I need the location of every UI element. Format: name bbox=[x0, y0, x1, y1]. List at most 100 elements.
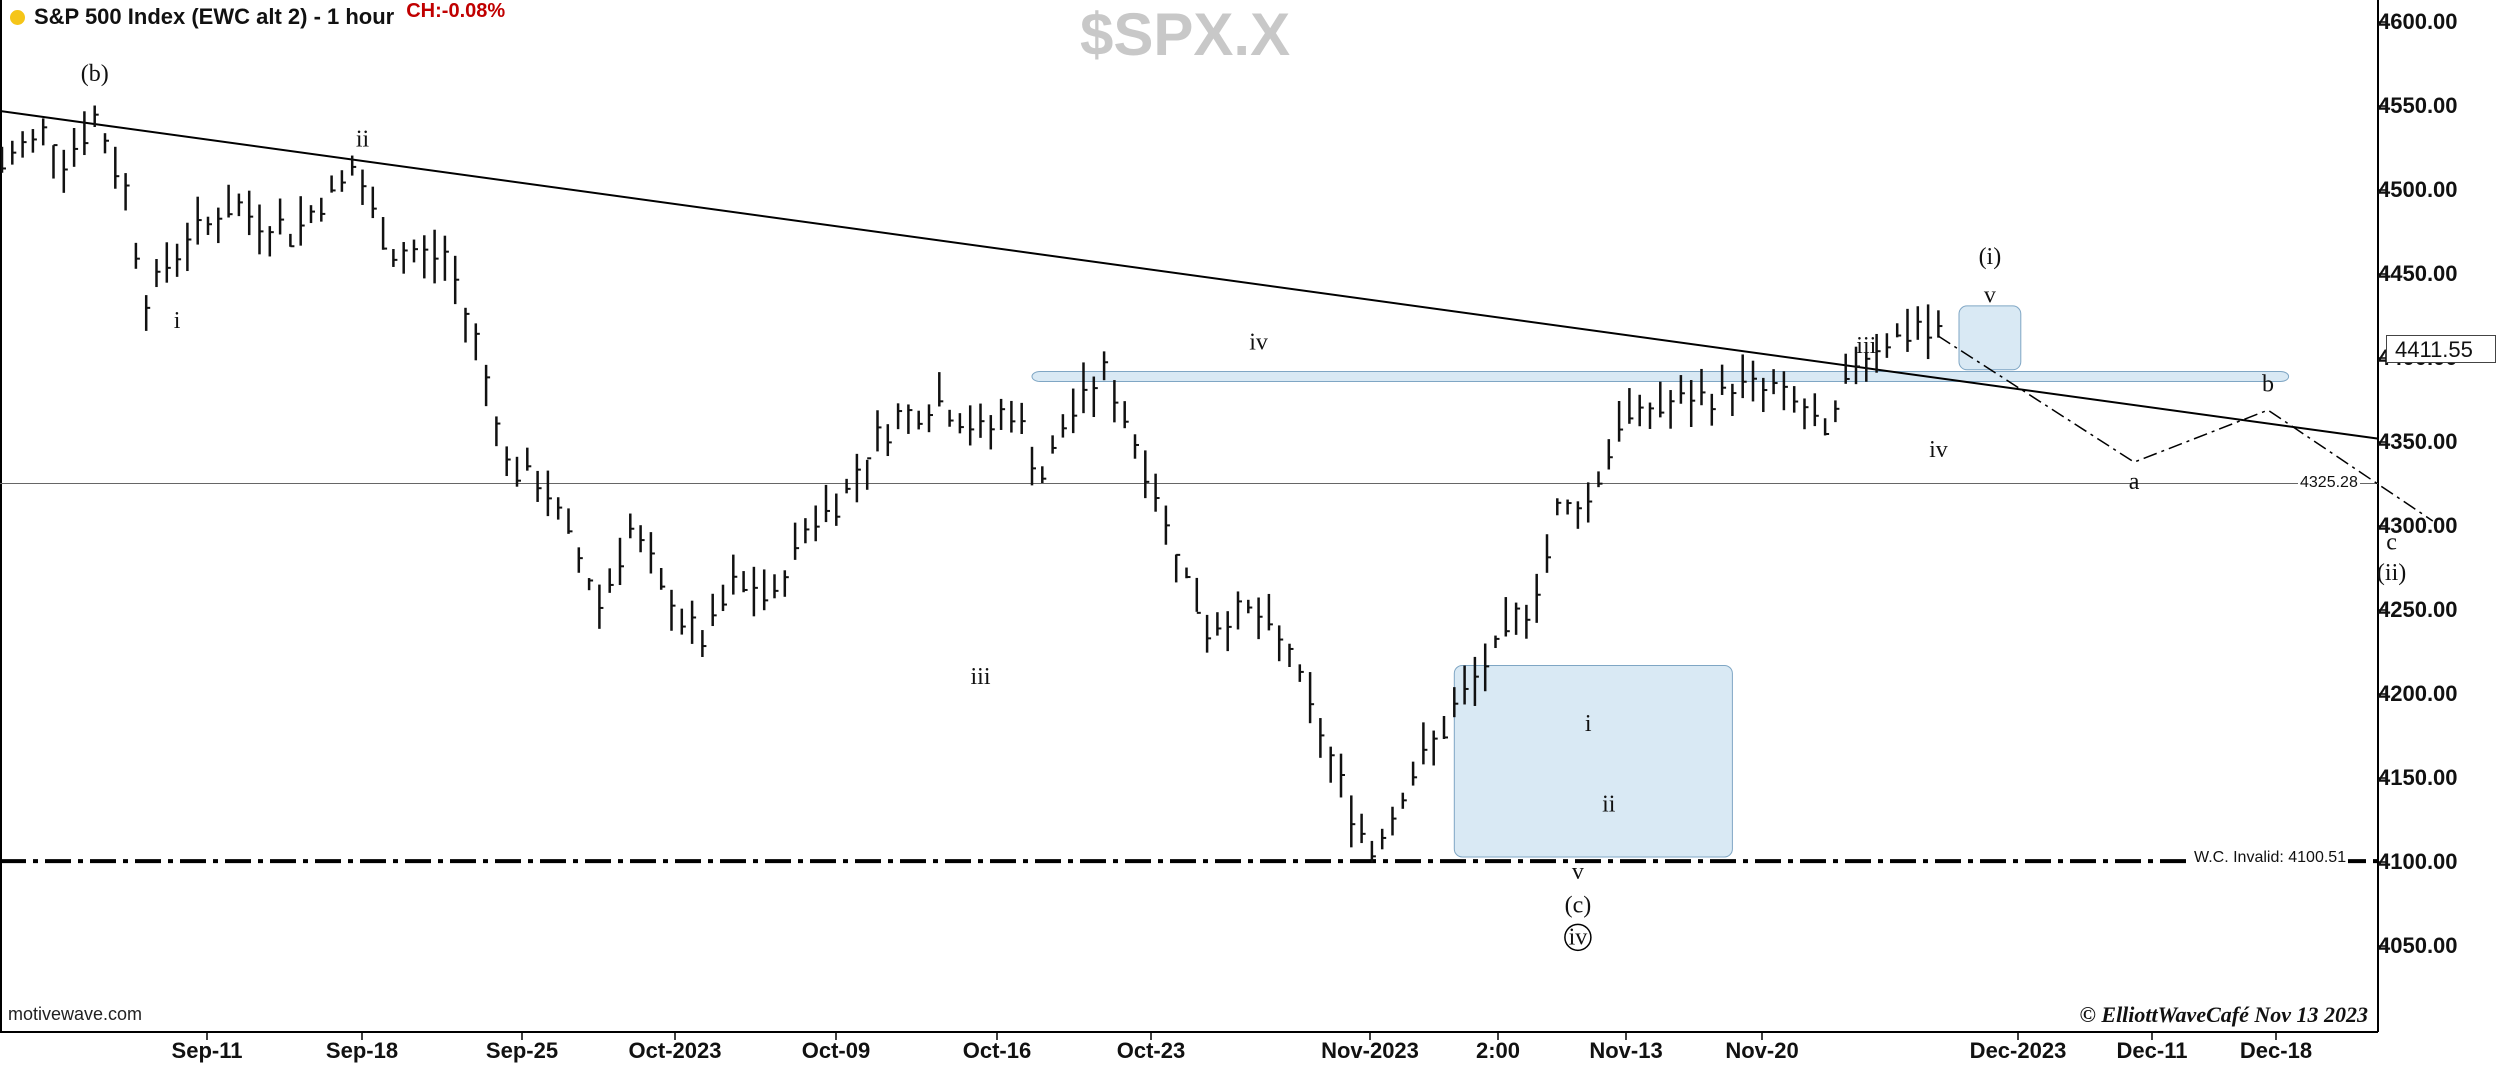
ohlc-bar bbox=[1329, 746, 1335, 783]
ohlc-bar bbox=[103, 133, 109, 154]
ohlc-bar bbox=[1556, 498, 1562, 516]
ohlc-bar bbox=[639, 525, 645, 553]
ohlc-bar bbox=[948, 409, 954, 427]
ohlc-bar bbox=[1442, 716, 1448, 740]
wave-label: iv bbox=[1569, 924, 1588, 950]
ohlc-bar bbox=[1185, 567, 1191, 579]
ohlc-bar bbox=[1267, 593, 1273, 631]
ohlc-bar bbox=[1319, 718, 1325, 758]
ohlc-bar bbox=[701, 630, 707, 658]
ohlc-bar bbox=[618, 537, 624, 586]
wave-label: (b) bbox=[81, 61, 109, 87]
ohlc-bar bbox=[1041, 466, 1047, 484]
ohlc-bar bbox=[1751, 360, 1757, 402]
change-readout: CH:-0.08% bbox=[406, 0, 506, 22]
ohlc-bar bbox=[134, 242, 140, 269]
ohlc-bar bbox=[1061, 414, 1067, 438]
ohlc-bar bbox=[237, 193, 243, 217]
ohlc-bar bbox=[1463, 665, 1469, 705]
date-tick-label: Oct-23 bbox=[1116, 1038, 1186, 1063]
ohlc-bar bbox=[155, 259, 161, 288]
ohlc-bar bbox=[1638, 394, 1644, 427]
ohlc-bar bbox=[1226, 611, 1232, 652]
ohlc-bar bbox=[1010, 400, 1016, 433]
ohlc-bar bbox=[433, 229, 439, 284]
support-line-label: 4325.28 bbox=[2298, 474, 2360, 492]
ohlc-bar bbox=[1916, 306, 1922, 340]
ohlc-bar bbox=[855, 453, 861, 503]
ohlc-bar bbox=[526, 447, 532, 471]
ohlc-bar bbox=[1020, 402, 1026, 434]
date-tick-label: Oct-2023 bbox=[628, 1038, 722, 1063]
wave-label: (ii) bbox=[2377, 560, 2406, 586]
price-tick-label: 4550.00 bbox=[2378, 93, 2458, 118]
date-tick-label: Sep-25 bbox=[485, 1038, 559, 1063]
chart-header: S&P 500 Index (EWC alt 2) - 1 hour CH:-0… bbox=[10, 0, 506, 32]
ohlc-bar bbox=[907, 404, 913, 434]
ohlc-bar bbox=[711, 593, 717, 627]
ohlc-bar bbox=[804, 518, 810, 544]
ohlc-bar bbox=[227, 184, 233, 218]
ohlc-bar bbox=[1102, 351, 1109, 381]
ohlc-bar bbox=[536, 470, 542, 502]
platform-watermark: motivewave.com bbox=[8, 1004, 143, 1024]
ohlc-bar bbox=[1144, 450, 1150, 499]
ohlc-bar bbox=[1937, 310, 1943, 338]
wave-label: i bbox=[174, 308, 181, 334]
ohlc-bar bbox=[320, 197, 326, 222]
wave-label: (c) bbox=[1565, 892, 1592, 918]
date-tick-label: Oct-16 bbox=[962, 1038, 1032, 1063]
ohlc-bar bbox=[381, 217, 388, 250]
ohlc-bar bbox=[1875, 333, 1881, 373]
ohlc-bar bbox=[670, 589, 676, 631]
ohlc-bar bbox=[1432, 730, 1438, 766]
ohlc-bar bbox=[1762, 377, 1768, 413]
highlight-zone-2 bbox=[1958, 305, 2022, 371]
ohlc-bar bbox=[412, 239, 418, 263]
ohlc-bar bbox=[1741, 354, 1747, 399]
date-tick-label: Sep-18 bbox=[325, 1038, 399, 1063]
ohlc-bar bbox=[1360, 813, 1366, 844]
ohlc-bar bbox=[268, 226, 274, 257]
date-tick-label: Dec-2023 bbox=[1969, 1038, 2067, 1063]
ohlc-bar bbox=[752, 566, 758, 617]
ohlc-bar bbox=[938, 372, 944, 407]
ohlc-bar bbox=[1782, 371, 1788, 411]
ohlc-bar bbox=[546, 470, 552, 517]
ohlc-bar bbox=[1257, 597, 1263, 640]
price-tick-label: 4300.00 bbox=[2378, 513, 2458, 538]
ohlc-bar bbox=[186, 222, 192, 272]
ohlc-bar bbox=[1123, 401, 1129, 429]
ohlc-bar bbox=[690, 600, 697, 644]
ohlc-bar bbox=[773, 574, 779, 599]
ohlc-bar bbox=[247, 190, 254, 236]
ohlc-bar bbox=[587, 578, 594, 591]
ohlc-bar bbox=[1154, 473, 1160, 512]
ohlc-bar bbox=[556, 497, 563, 520]
ohlc-bar bbox=[1494, 635, 1500, 649]
wave-label: iii bbox=[970, 664, 990, 690]
ohlc-bar bbox=[1720, 364, 1727, 395]
ohlc-bar bbox=[1195, 577, 1201, 614]
ohlc-bar bbox=[721, 584, 727, 612]
ohlc-bar bbox=[1772, 369, 1778, 395]
date-tick-label: Nov-2023 bbox=[1321, 1038, 1419, 1063]
ohlc-bar bbox=[1844, 353, 1850, 384]
ohlc-bar bbox=[659, 567, 666, 590]
ohlc-bar bbox=[1823, 418, 1830, 436]
wave-label: iii bbox=[1856, 333, 1876, 359]
ohlc-bar bbox=[1092, 376, 1098, 418]
ohlc-bar bbox=[340, 170, 346, 192]
ohlc-bar bbox=[371, 186, 377, 219]
ohlc-bar bbox=[608, 568, 614, 593]
ohlc-bar bbox=[1164, 505, 1170, 545]
ohlc-bar bbox=[62, 149, 68, 193]
ohlc-bar bbox=[1525, 604, 1531, 639]
ohlc-bar bbox=[1885, 333, 1891, 358]
price-tick-label: 4600.00 bbox=[2378, 9, 2458, 34]
ohlc-bar bbox=[83, 111, 89, 156]
wave-label: iv bbox=[1249, 330, 1268, 356]
ohlc-bar bbox=[1030, 446, 1036, 486]
date-tick-label: Nov-13 bbox=[1589, 1038, 1663, 1063]
